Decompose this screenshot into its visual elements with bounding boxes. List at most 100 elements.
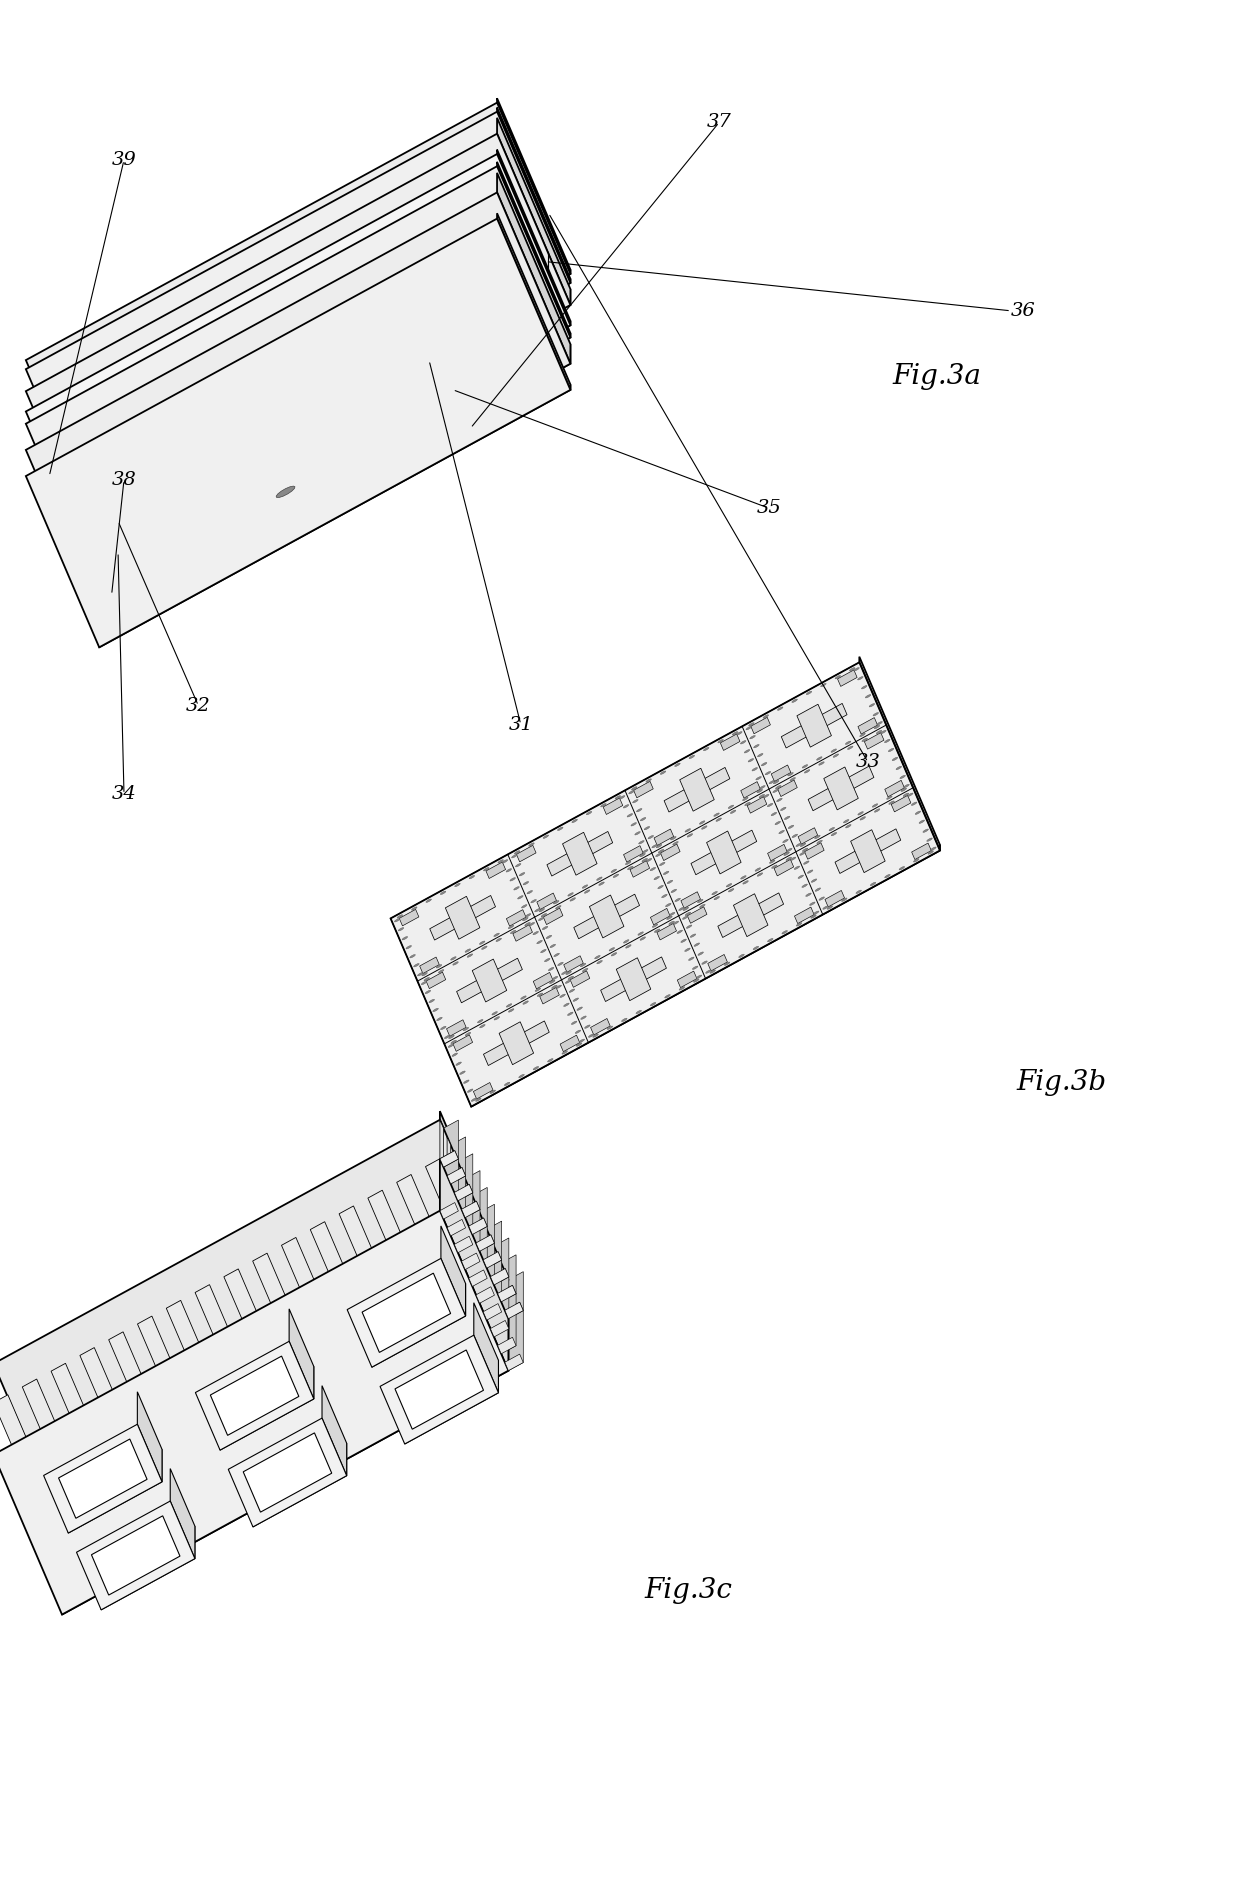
Polygon shape bbox=[451, 1041, 456, 1045]
Polygon shape bbox=[166, 1300, 249, 1468]
Polygon shape bbox=[671, 888, 677, 892]
Polygon shape bbox=[808, 766, 874, 811]
Polygon shape bbox=[527, 299, 544, 311]
Polygon shape bbox=[487, 1221, 502, 1268]
Polygon shape bbox=[45, 454, 60, 463]
Polygon shape bbox=[613, 873, 619, 877]
Polygon shape bbox=[564, 956, 583, 973]
Polygon shape bbox=[673, 920, 678, 924]
Polygon shape bbox=[50, 376, 265, 553]
Polygon shape bbox=[43, 1425, 162, 1534]
Polygon shape bbox=[382, 444, 397, 454]
Polygon shape bbox=[889, 802, 894, 804]
Polygon shape bbox=[404, 1361, 498, 1443]
Polygon shape bbox=[823, 768, 858, 809]
Polygon shape bbox=[775, 821, 780, 824]
Polygon shape bbox=[687, 907, 707, 924]
Polygon shape bbox=[441, 1225, 465, 1316]
Polygon shape bbox=[737, 732, 742, 736]
Polygon shape bbox=[321, 1374, 336, 1421]
Polygon shape bbox=[454, 1184, 472, 1201]
Polygon shape bbox=[224, 1268, 306, 1436]
Polygon shape bbox=[228, 1364, 299, 1436]
Polygon shape bbox=[382, 316, 396, 324]
Polygon shape bbox=[331, 311, 516, 416]
Polygon shape bbox=[697, 900, 703, 903]
Polygon shape bbox=[805, 770, 810, 774]
Polygon shape bbox=[171, 493, 188, 504]
Polygon shape bbox=[755, 868, 760, 871]
Polygon shape bbox=[866, 694, 870, 698]
Polygon shape bbox=[484, 1304, 502, 1319]
Polygon shape bbox=[796, 843, 801, 847]
Polygon shape bbox=[500, 380, 515, 390]
Polygon shape bbox=[363, 260, 381, 269]
Polygon shape bbox=[718, 740, 723, 743]
Polygon shape bbox=[636, 1011, 641, 1014]
Polygon shape bbox=[511, 930, 516, 933]
Polygon shape bbox=[264, 410, 405, 493]
Polygon shape bbox=[515, 851, 520, 854]
Polygon shape bbox=[99, 290, 570, 563]
Polygon shape bbox=[119, 1485, 134, 1532]
Polygon shape bbox=[469, 1270, 487, 1287]
Polygon shape bbox=[590, 1018, 610, 1035]
Polygon shape bbox=[529, 922, 534, 926]
Polygon shape bbox=[687, 834, 693, 837]
Polygon shape bbox=[342, 467, 357, 476]
Polygon shape bbox=[506, 1003, 512, 1007]
Polygon shape bbox=[548, 1058, 553, 1061]
Polygon shape bbox=[541, 913, 547, 917]
Polygon shape bbox=[425, 900, 432, 901]
Polygon shape bbox=[508, 1310, 523, 1370]
Polygon shape bbox=[472, 960, 507, 1001]
Polygon shape bbox=[484, 1020, 549, 1065]
Polygon shape bbox=[682, 917, 688, 918]
Polygon shape bbox=[319, 327, 336, 337]
Polygon shape bbox=[170, 1468, 195, 1558]
Polygon shape bbox=[564, 1003, 569, 1007]
Polygon shape bbox=[603, 798, 622, 815]
Polygon shape bbox=[831, 749, 837, 753]
Polygon shape bbox=[186, 356, 203, 367]
Polygon shape bbox=[589, 896, 624, 937]
Polygon shape bbox=[781, 704, 847, 747]
Polygon shape bbox=[818, 898, 825, 900]
Polygon shape bbox=[616, 958, 651, 1001]
Text: Fig.3b: Fig.3b bbox=[1017, 1069, 1107, 1095]
Polygon shape bbox=[686, 913, 691, 915]
Polygon shape bbox=[414, 964, 419, 967]
Polygon shape bbox=[640, 937, 646, 941]
Polygon shape bbox=[609, 947, 615, 950]
Polygon shape bbox=[849, 668, 854, 672]
Polygon shape bbox=[439, 239, 454, 247]
Polygon shape bbox=[911, 802, 916, 805]
Polygon shape bbox=[397, 915, 403, 918]
Text: 32: 32 bbox=[186, 696, 211, 715]
Polygon shape bbox=[853, 668, 859, 672]
Polygon shape bbox=[260, 397, 272, 403]
Polygon shape bbox=[639, 841, 645, 843]
Polygon shape bbox=[399, 260, 415, 269]
Polygon shape bbox=[472, 1227, 487, 1287]
Polygon shape bbox=[684, 949, 691, 952]
Polygon shape bbox=[568, 1013, 573, 1016]
Polygon shape bbox=[260, 359, 277, 369]
Polygon shape bbox=[86, 548, 100, 557]
Polygon shape bbox=[539, 359, 554, 369]
Polygon shape bbox=[768, 845, 787, 860]
Polygon shape bbox=[667, 881, 673, 883]
Polygon shape bbox=[572, 819, 578, 822]
Polygon shape bbox=[461, 1253, 480, 1270]
Polygon shape bbox=[446, 1020, 466, 1037]
Polygon shape bbox=[776, 798, 782, 802]
Polygon shape bbox=[627, 866, 634, 869]
Polygon shape bbox=[246, 324, 262, 335]
Polygon shape bbox=[681, 892, 701, 909]
Polygon shape bbox=[175, 429, 188, 437]
Polygon shape bbox=[286, 452, 300, 461]
Polygon shape bbox=[523, 1001, 528, 1005]
Polygon shape bbox=[558, 962, 563, 965]
Polygon shape bbox=[105, 597, 122, 604]
Polygon shape bbox=[649, 836, 653, 839]
